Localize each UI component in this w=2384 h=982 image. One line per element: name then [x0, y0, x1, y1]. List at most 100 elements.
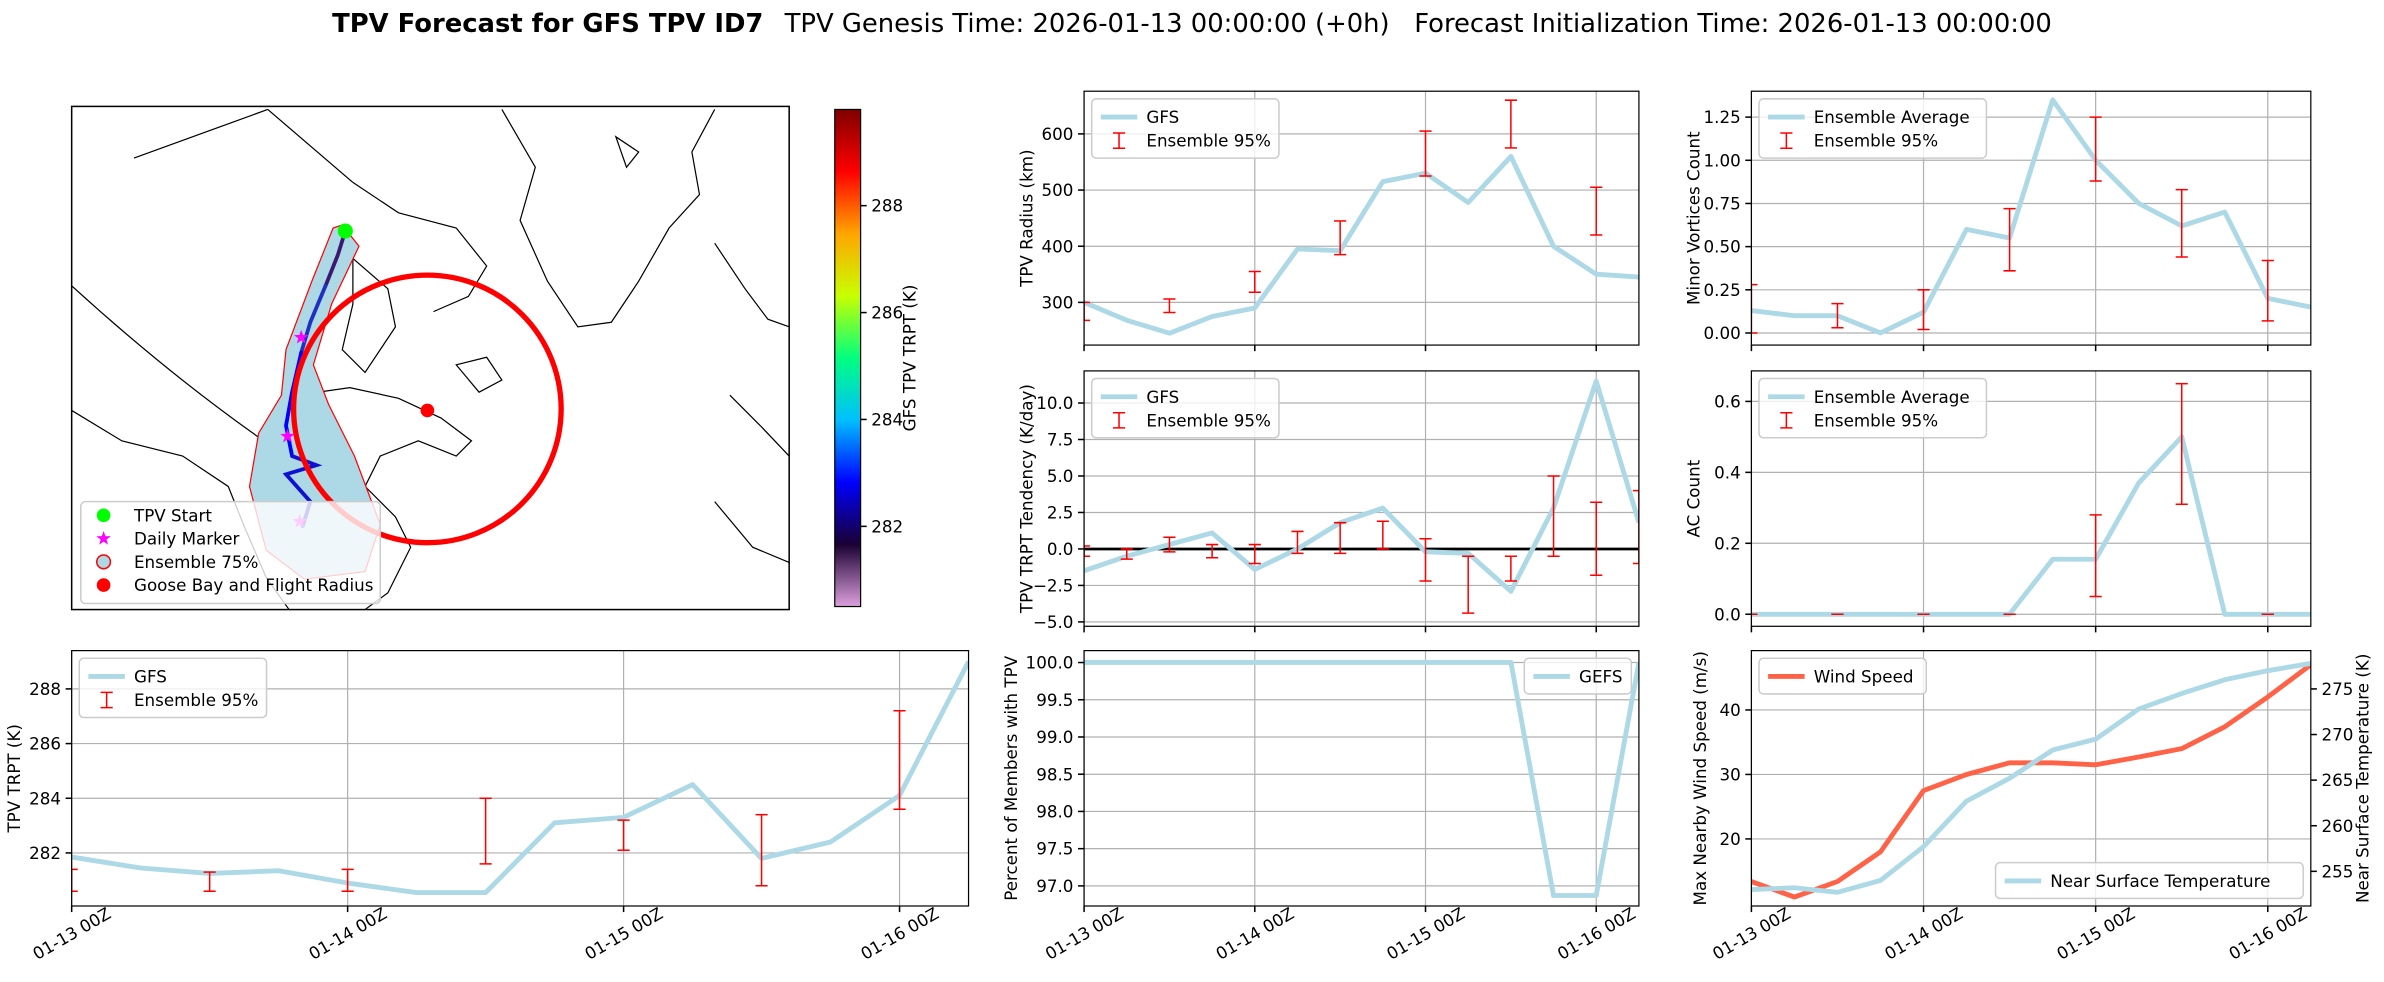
error-bar — [1334, 521, 1347, 555]
colorbar-tick-label: 288 — [871, 196, 903, 216]
y-tick-label: 100.0 — [1026, 653, 1074, 673]
y-tick-label: 1.00 — [1704, 150, 1741, 170]
y-axis-label: TPV TRPT Tendency (K/day) — [1016, 384, 1036, 614]
y-tick-label: 7.5 — [1047, 430, 1074, 450]
legend-box — [1523, 657, 1633, 695]
panel: 300 400 500 600 TPV Radius (km) GFS Ensemble 9… — [1016, 90, 1640, 352]
series-line — [1751, 434, 2311, 617]
y-axis-label: TPV Radius (km) — [1016, 149, 1036, 287]
error-bar — [479, 797, 492, 865]
series-line — [1751, 97, 2311, 336]
legend: Ensemble Average Ensemble 95% — [1758, 98, 1988, 159]
error-bar — [1504, 555, 1517, 582]
x-tick-label: 01-13 00Z — [1709, 903, 1794, 964]
legend-label: Near Surface Temperature — [2050, 871, 2270, 891]
y-tick-label: 0.0 — [1047, 539, 1074, 559]
error-bar — [2089, 514, 2102, 598]
error-bar — [1291, 530, 1304, 555]
error-bar — [1831, 302, 1844, 329]
error-bar — [1590, 186, 1603, 236]
map-legend: TPV Start Daily Marker Ensemble 75% Goose B… — [80, 500, 382, 605]
legend-label: GEFS — [1579, 667, 1622, 687]
y-axis-label: Percent of Members with TPV — [1001, 655, 1021, 901]
plot-area — [1084, 660, 1639, 898]
error-bar — [2089, 116, 2102, 182]
series-line — [1084, 660, 1639, 898]
legend-label: GFS — [1146, 387, 1179, 407]
y2-tick-label: 265 — [2321, 770, 2353, 790]
goose-bay — [420, 403, 435, 418]
plot-area — [1084, 378, 1639, 614]
x-tick-label: 01-16 00Z — [857, 903, 942, 964]
y-tick-label: 400 — [1042, 236, 1074, 256]
legend-swatch — [100, 691, 113, 709]
y-tick-label: 0.6 — [1714, 391, 1741, 411]
y-tick-label: 286 — [29, 734, 61, 754]
y-tick-label: 282 — [29, 843, 61, 863]
x-tick-label: 01-15 00Z — [2053, 903, 2138, 964]
y-tick-label: 0.2 — [1714, 533, 1741, 553]
error-bar — [1334, 220, 1347, 256]
map-frame — [70, 105, 790, 611]
y-tick-label: 0.00 — [1704, 323, 1741, 343]
figure-title: TPV Forecast for GFS TPV ID7 TPV Genesis … — [332, 9, 2052, 39]
x-tick-label: 01-13 00Z — [29, 903, 114, 964]
panel: 01-13 00Z 01-14 00Z 01-15 00Z 01-16 00Z 282 2… — [4, 650, 970, 964]
y-tick-label: 0.0 — [1714, 604, 1741, 624]
y-tick-label: −5.0 — [1033, 612, 1074, 632]
colorbar — [834, 108, 862, 608]
error-bar — [1917, 289, 1930, 331]
series-line — [71, 660, 969, 896]
axes-frame — [1083, 650, 1640, 907]
y-tick-label: 500 — [1042, 180, 1074, 200]
y-tick-label: 30 — [1719, 765, 1740, 785]
error-bar — [1376, 520, 1389, 550]
y-tick-label: −2.5 — [1033, 576, 1074, 596]
y2-tick-label: 275 — [2321, 679, 2353, 699]
coastlines — [71, 108, 790, 611]
legend: GFS Ensemble 95% — [1090, 377, 1280, 439]
error-bar — [1632, 489, 1639, 565]
y-tick-label: 1.25 — [1704, 107, 1741, 127]
legend-box — [80, 500, 382, 605]
legend-box — [1758, 657, 1927, 695]
subtitle: TPV Genesis Time: 2026-01-13 00:00:00 (+… — [784, 9, 2052, 39]
y2-axis-label: Near Surface Temperature (K) — [2353, 654, 2373, 903]
legend-swatch — [1780, 132, 1793, 149]
legend: Near Surface Temperature — [1994, 861, 2304, 900]
legend-box — [1758, 377, 1988, 439]
y2-tick-label: 255 — [2321, 861, 2353, 881]
y-tick-label: 300 — [1042, 292, 1074, 312]
y-tick-label: 0.75 — [1704, 194, 1741, 214]
y-tick-label: 99.0 — [1036, 727, 1073, 747]
legend-label: TPV Start — [133, 505, 212, 525]
error-bar — [1206, 543, 1219, 559]
error-bar — [755, 813, 768, 887]
legend-label: Ensemble 95% — [1814, 131, 1938, 151]
series-line — [1084, 153, 1639, 336]
legend-box — [1758, 98, 1988, 159]
y-tick-label: 2.5 — [1047, 503, 1074, 523]
legend: GFS Ensemble 95% — [1090, 98, 1280, 159]
plot-area — [1084, 99, 1639, 336]
x-tick-label: 01-14 00Z — [305, 903, 390, 964]
plot-area — [1751, 660, 2311, 900]
daily-marker — [293, 329, 309, 344]
error-bar — [1504, 99, 1517, 149]
legend: GFS Ensemble 95% — [78, 657, 268, 719]
y-tick-label: 97.0 — [1036, 876, 1073, 896]
y2-tick-label: 260 — [2321, 816, 2353, 836]
y-axis-label: AC Count — [1684, 459, 1704, 537]
legend-label: Ensemble 95% — [1146, 131, 1270, 151]
error-bar — [2175, 382, 2188, 506]
error-bar — [893, 710, 906, 810]
series-line — [1751, 660, 2311, 895]
legend-label: Goose Bay and Flight Radius — [134, 575, 373, 595]
x-tick-label: 01-15 00Z — [1383, 903, 1468, 964]
y-tick-label: 5.0 — [1047, 466, 1074, 486]
error-bar — [2261, 259, 2274, 322]
x-tick-label: 01-16 00Z — [1554, 903, 1639, 964]
